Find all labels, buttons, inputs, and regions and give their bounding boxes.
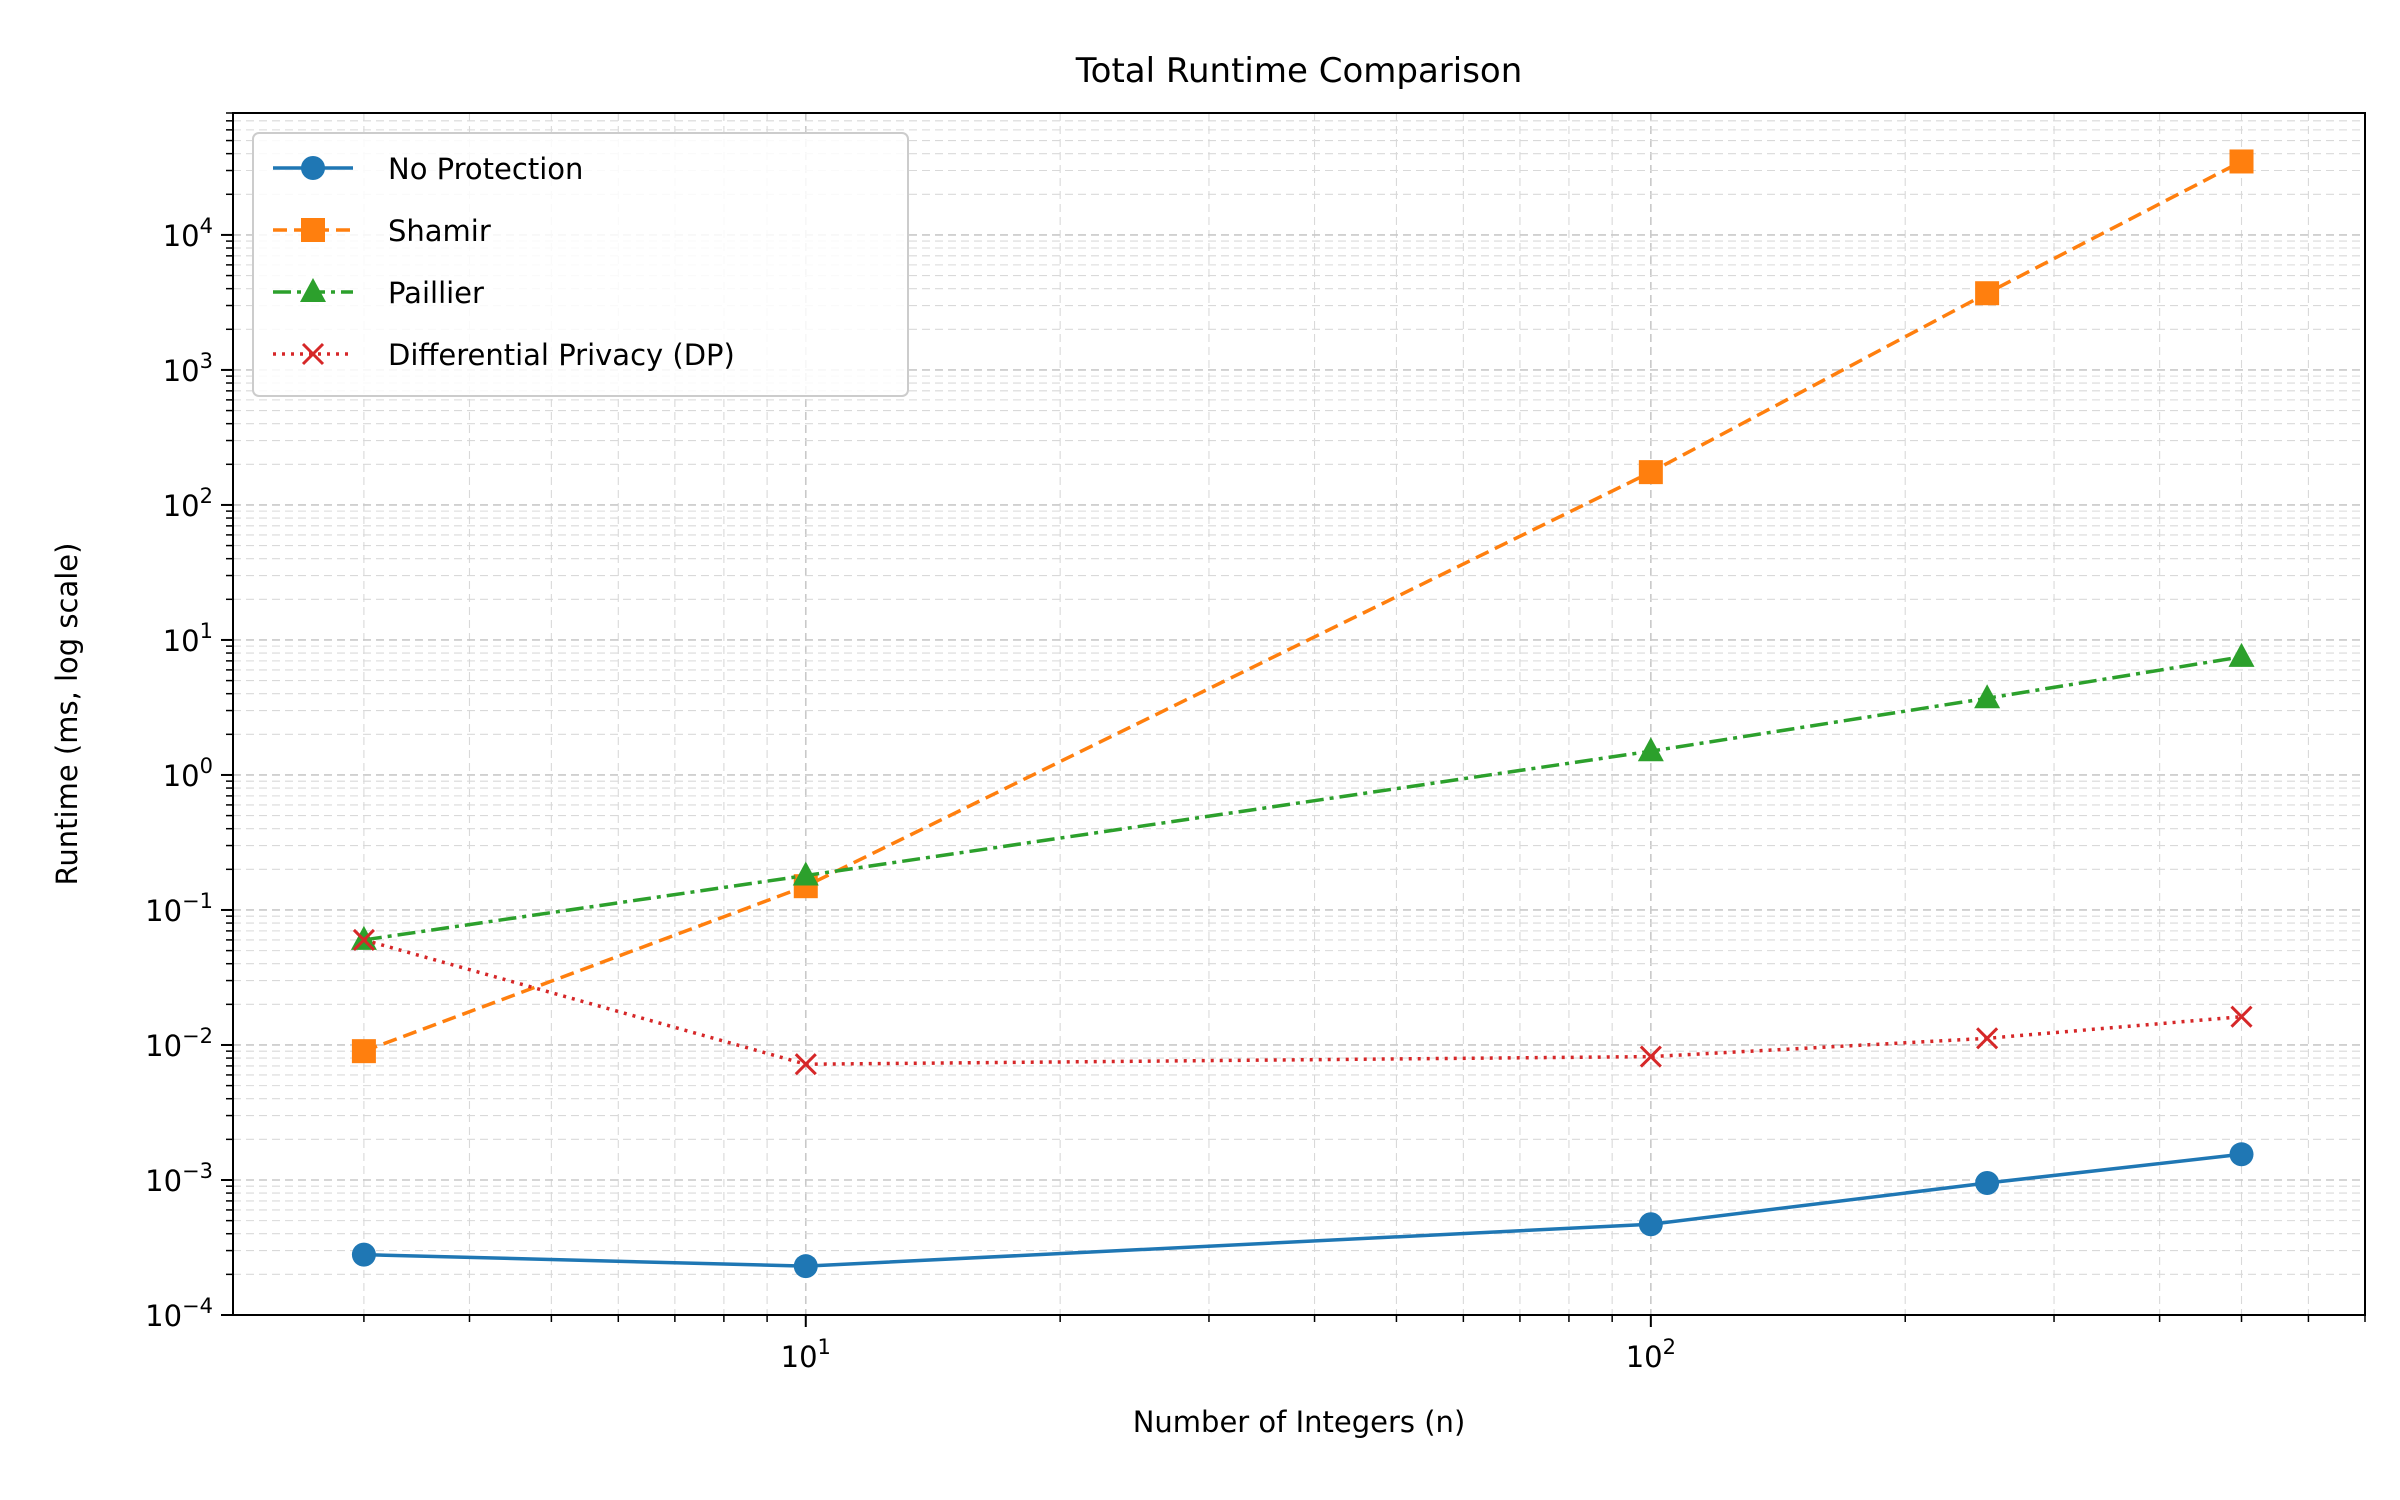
x-tick-label: 101: [781, 1335, 831, 1374]
legend-item: Differential Privacy (DP): [273, 338, 735, 372]
data-point: [1638, 460, 1663, 485]
data-point: [2230, 1005, 2253, 1028]
series-line: [363, 655, 2242, 942]
legend-item: No Protection: [273, 152, 583, 186]
y-tick-label: 100: [163, 754, 213, 793]
legend-marker: [301, 218, 325, 242]
y-tick-label: 103: [163, 349, 213, 388]
legend-item: Shamir: [273, 214, 491, 248]
series-0: [351, 1142, 2254, 1279]
series-2: [350, 642, 2255, 950]
data-point: [2229, 149, 2254, 174]
y-tick-label: 10−1: [145, 889, 213, 928]
y-tick-label: 102: [163, 484, 213, 523]
legend-marker: [301, 156, 325, 180]
y-tick-label: 10−3: [145, 1159, 213, 1198]
plot-frame: [232, 112, 2366, 1316]
y-axis-label: Runtime (ms, log scale): [50, 543, 84, 886]
legend-box: [252, 132, 909, 397]
data-point: [1974, 684, 2001, 709]
axis-ticks: 101 102 10−4 10−3 10−2 10−1 100 101 102 103 104: [145, 112, 2366, 1374]
data-point: [1637, 737, 1664, 762]
data-point: [352, 928, 375, 951]
data-point: [1975, 1170, 2000, 1195]
data-point: [792, 861, 819, 886]
legend-item: Paillier: [273, 276, 484, 310]
legend-label: Shamir: [388, 214, 491, 248]
legend: No Protection Shamir Paillier Differential …: [252, 132, 909, 397]
data-point: [793, 1254, 818, 1279]
data-point: [1975, 281, 2000, 306]
series-3: [352, 928, 2253, 1076]
legend-marker: [301, 342, 325, 366]
data-point: [351, 1039, 376, 1064]
y-tick-label: 10−2: [145, 1024, 213, 1063]
legend-label: No Protection: [388, 152, 583, 186]
series-line: [363, 938, 2242, 1066]
legend-label: Differential Privacy (DP): [388, 338, 735, 372]
legend-marker: [300, 278, 326, 302]
y-tick-label: 104: [163, 214, 213, 253]
x-tick-label: 102: [1626, 1335, 1676, 1374]
data-point: [1976, 1027, 1999, 1050]
data-point: [351, 1242, 376, 1267]
chart-title: Total Runtime Comparison: [1075, 51, 1523, 91]
data-point: [1639, 1045, 1662, 1068]
y-tick-label: 101: [163, 619, 213, 658]
data-point: [1638, 1212, 1663, 1237]
y-tick-label: 10−4: [145, 1294, 213, 1333]
data-point: [794, 1053, 817, 1076]
data-point: [2229, 1142, 2254, 1167]
legend-label: Paillier: [388, 276, 484, 310]
series-1: [351, 149, 2254, 1064]
x-axis-label: Number of Integers (n): [1133, 1405, 1466, 1439]
data-point: [2228, 642, 2255, 667]
series-layer: [350, 149, 2255, 1279]
